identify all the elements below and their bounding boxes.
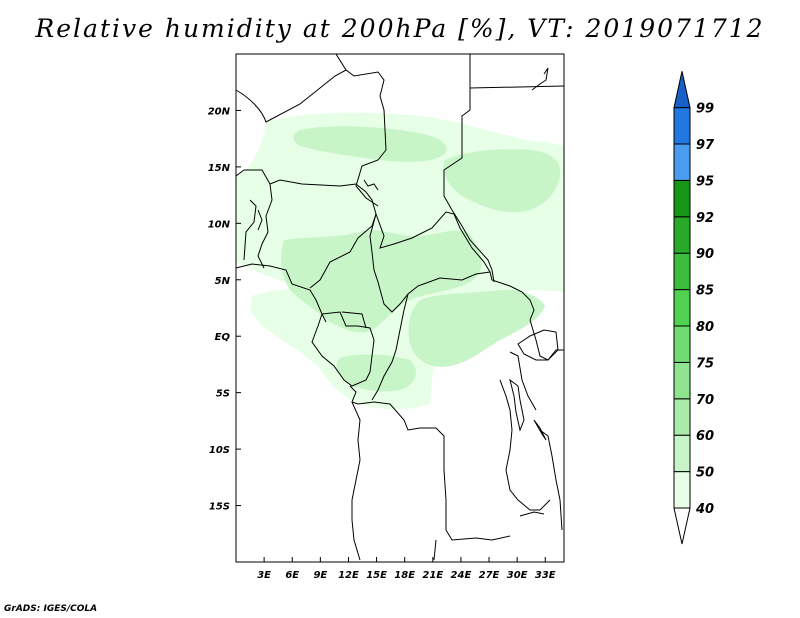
- colorbar-label: 70: [696, 393, 714, 408]
- lat-tick-label: 15S: [209, 502, 230, 513]
- colorbar-segment: [673, 252, 691, 291]
- colorbar-segment: [673, 434, 691, 473]
- lon-tick-label: 18E: [394, 570, 415, 581]
- colorbar-segment: [673, 289, 691, 327]
- colorbar-segment: [673, 216, 691, 254]
- colorbar-label: 75: [696, 356, 714, 371]
- lat-tick-label: 20N: [208, 106, 231, 117]
- colorbar-segment: [673, 361, 691, 400]
- colorbar-label: 85: [696, 284, 714, 299]
- colorbar-segment: [673, 325, 691, 363]
- colorbar-label: 80: [696, 320, 714, 335]
- humidity-region-50-d: [293, 126, 447, 162]
- colorbar-upper-extension: [673, 71, 691, 109]
- humidity-region-50-e: [336, 354, 416, 392]
- colorbar-label: 92: [696, 211, 714, 226]
- plot-frame: [235, 53, 565, 563]
- lon-tick-label: 15E: [366, 570, 387, 581]
- colorbar-segment: [673, 107, 691, 145]
- colorbar: 40 50 60 70 75 80 85 90 92 95 97 99: [673, 71, 715, 545]
- lat-tick-label: 10S: [209, 445, 230, 456]
- colorbar-lower-extension: [673, 507, 691, 545]
- lon-tick-label: 33E: [535, 570, 556, 581]
- lat-tick-label: 5S: [216, 389, 230, 400]
- lon-tick-label: 21E: [422, 570, 443, 581]
- humidity-region-50-c: [443, 149, 561, 213]
- humidity-region-50-a: [281, 230, 482, 333]
- colorbar-label: 40: [695, 502, 714, 517]
- grads-credit: GrADS: IGES/COLA: [4, 604, 98, 614]
- lon-tick-label: 3E: [257, 570, 271, 581]
- colorbar-segment: [673, 179, 691, 218]
- colorbar-label: 60: [696, 429, 714, 444]
- lat-tick-label: EQ: [215, 332, 231, 343]
- colorbar-label: 97: [696, 138, 715, 153]
- colorbar-segment: [673, 143, 691, 181]
- lon-tick-label: 6E: [285, 570, 299, 581]
- longitude-ticks: 3E 6E 9E 12E 15E 18E 21E 24E 27E 30E 33E: [257, 557, 556, 581]
- humidity-fields: [236, 112, 564, 410]
- colorbar-label: 90: [696, 247, 714, 262]
- lon-tick-label: 9E: [313, 570, 327, 581]
- colorbar-label: 50: [696, 466, 714, 481]
- colorbar-label: 95: [696, 174, 714, 189]
- latitude-ticks: 20N 15N 10N 5N EQ 5S 10S 15S: [208, 106, 241, 513]
- lon-tick-label: 30E: [507, 570, 528, 581]
- lat-tick-label: 10N: [208, 219, 231, 230]
- lon-tick-label: 24E: [451, 570, 472, 581]
- colorbar-label: 99: [696, 102, 714, 117]
- map-title: Relative humidity at 200hPa [%], VT: 201…: [35, 14, 765, 43]
- country-borders: [235, 53, 565, 561]
- lon-tick-label: 27E: [479, 570, 500, 581]
- colorbar-segment: [673, 471, 691, 509]
- lon-tick-label: 12E: [338, 570, 359, 581]
- lat-tick-label: 5N: [215, 276, 231, 287]
- humidity-region-50-b: [408, 289, 545, 367]
- lat-tick-label: 15N: [208, 163, 231, 174]
- colorbar-segment: [673, 398, 691, 436]
